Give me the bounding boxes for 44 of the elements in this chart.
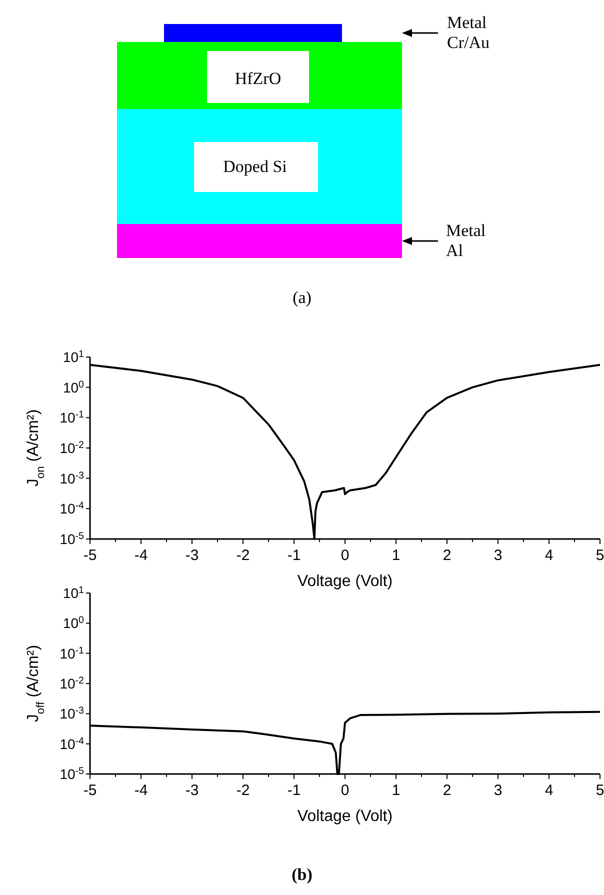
x-tick-label: -3 [185, 782, 199, 799]
y-tick-label: 10$^{-5}$ [60, 766, 85, 782]
x-tick-label: -4 [134, 547, 148, 564]
x-tick-label: -4 [134, 782, 148, 799]
y-tick-label: 10$^{-5}$ [60, 530, 85, 547]
text: Doped Si [223, 157, 288, 176]
y-tick-label: 10$^{-1}$ [60, 409, 84, 426]
x-tick-label: -5 [83, 547, 97, 564]
y-tick-label: 10$^{1}$ [62, 584, 84, 601]
x-tick-label: 3 [494, 547, 502, 564]
x-tick-label: -5 [83, 782, 97, 799]
text: (b) [292, 865, 312, 884]
x-tick-label: -1 [287, 782, 301, 799]
x-tick-label: 5 [596, 547, 604, 564]
y-tick-label: 10$^{-3}$ [60, 705, 85, 722]
y-tick-label: 10$^{-2}$ [60, 675, 84, 692]
x-tick-label: 2 [442, 782, 452, 799]
x-tick-label: 2 [442, 547, 452, 564]
x-tick-label: -2 [236, 547, 250, 564]
y-tick-label: 10$^{-1}$ [60, 644, 84, 662]
text: HfZrO [234, 69, 282, 88]
x-tick-label: 0 [340, 782, 350, 799]
x-tick-label: -1 [287, 547, 301, 564]
x-tick-label: 1 [392, 547, 400, 564]
text: Metal Al [446, 221, 486, 260]
y-tick-label: 10$^{0}$ [62, 614, 85, 632]
text: (a) [292, 288, 312, 307]
y-tick-label: 10$^{-4}$ [60, 500, 85, 517]
text: Metal Cr/Au [447, 13, 490, 52]
x-axis-title: Voltage (Volt) [297, 573, 393, 590]
x-tick-label: 3 [494, 782, 502, 799]
y-tick-label: 10$^{1}$ [62, 348, 84, 365]
x-tick-label: -3 [185, 547, 199, 564]
x-tick-label: 4 [544, 547, 554, 564]
y-tick-label: 10$^{-3}$ [60, 470, 85, 486]
x-tick-label: 1 [392, 782, 400, 799]
x-tick-label: 0 [340, 547, 350, 564]
x-tick-label: -2 [236, 782, 250, 799]
x-tick-label: 4 [544, 782, 554, 799]
y-tick-label: 10$^{-4}$ [60, 735, 85, 752]
y-tick-label: 10$^{0}$ [62, 378, 85, 396]
x-tick-label: 5 [596, 782, 604, 799]
x-axis-title: Voltage (Volt) [297, 808, 393, 825]
y-tick-label: 10$^{-2}$ [60, 440, 84, 456]
